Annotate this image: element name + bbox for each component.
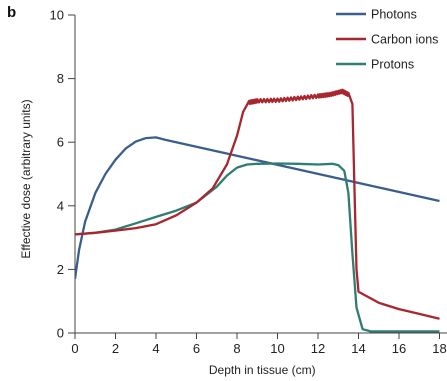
x-axis-title: Depth in tissue (cm) bbox=[209, 363, 316, 377]
y-axis-title: Effective dose (arbitrary units) bbox=[19, 99, 33, 258]
x-tick-label: 6 bbox=[193, 341, 200, 356]
legend-label-protons: Protons bbox=[371, 58, 414, 72]
x-tick-label: 16 bbox=[392, 341, 406, 356]
chart-axes: 0 2 4 6 8 10 0 2 4 6 8 10 12 14 16 18 bbox=[50, 8, 447, 356]
y-tick-label: 4 bbox=[57, 198, 64, 213]
x-tick-label: 14 bbox=[351, 341, 365, 356]
y-tick-label: 10 bbox=[50, 8, 64, 23]
x-tick-label: 10 bbox=[270, 341, 284, 356]
series-line-photons bbox=[75, 136, 440, 280]
series-line-protons bbox=[75, 162, 440, 333]
x-tick-label: 12 bbox=[311, 341, 325, 356]
chart-series bbox=[75, 88, 440, 333]
chart-legend: Photons Carbon ions Protons bbox=[336, 8, 438, 72]
y-tick-label: 2 bbox=[57, 262, 64, 277]
y-tick-label: 8 bbox=[57, 71, 64, 86]
legend-label-photons: Photons bbox=[371, 8, 417, 22]
x-tick-label: 8 bbox=[233, 341, 240, 356]
series-line-carbon-ions bbox=[75, 88, 440, 320]
x-tick-label: 18 bbox=[432, 341, 446, 356]
x-tick-label: 4 bbox=[152, 341, 159, 356]
panel-label: b bbox=[7, 4, 17, 21]
x-tick-label: 2 bbox=[112, 341, 119, 356]
y-tick-label: 0 bbox=[57, 326, 64, 341]
legend-label-carbon-ions: Carbon ions bbox=[371, 33, 438, 47]
x-tick-label: 0 bbox=[71, 341, 78, 356]
y-tick-label: 6 bbox=[57, 135, 64, 150]
